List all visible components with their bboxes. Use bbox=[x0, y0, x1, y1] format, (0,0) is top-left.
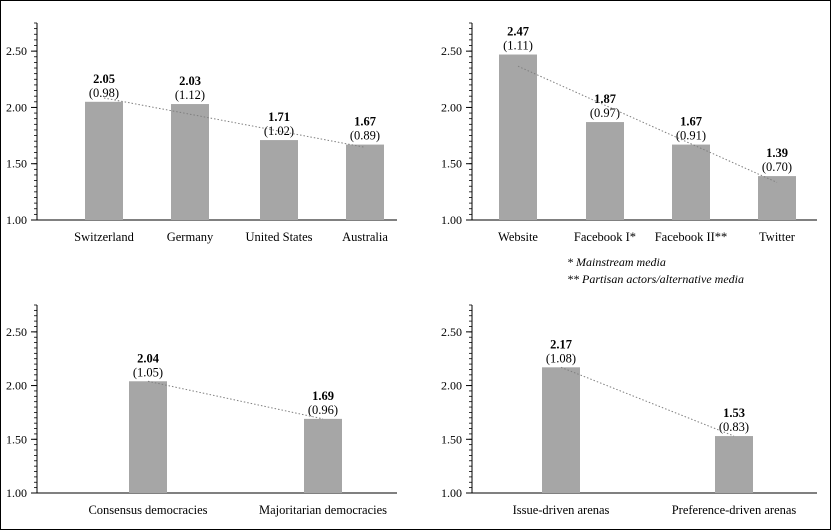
bar bbox=[85, 101, 123, 220]
sd-label: (0.96) bbox=[308, 403, 338, 417]
sd-label: (1.05) bbox=[133, 365, 163, 379]
y-tick-label: 2.50 bbox=[441, 325, 462, 339]
category-label: Australia bbox=[342, 230, 388, 244]
trendline bbox=[103, 97, 366, 148]
sd-label: (0.97) bbox=[590, 106, 620, 120]
trendline bbox=[147, 380, 324, 420]
y-tick-label: 1.50 bbox=[6, 432, 27, 446]
bar bbox=[542, 367, 580, 493]
category-label: Website bbox=[498, 230, 538, 244]
bar bbox=[129, 381, 167, 493]
footnote-partisan-actors: ** Partisan actors/alternative media bbox=[567, 272, 744, 286]
trendline bbox=[560, 366, 735, 437]
value-label: 2.17 bbox=[550, 337, 572, 351]
category-label: Issue-driven arenas bbox=[513, 503, 610, 517]
category-label: Preference-driven arenas bbox=[672, 503, 797, 517]
bar bbox=[304, 418, 342, 493]
category-label: Facebook II** bbox=[655, 230, 728, 244]
y-tick-label: 1.00 bbox=[6, 486, 27, 500]
sd-label: (0.89) bbox=[350, 129, 380, 143]
category-label: Consensus democracies bbox=[88, 503, 207, 517]
value-label: 1.67 bbox=[680, 115, 702, 129]
y-tick-label: 2.50 bbox=[441, 44, 462, 58]
value-label: 1.71 bbox=[268, 110, 290, 124]
value-label: 1.39 bbox=[766, 146, 788, 160]
y-tick-label: 2.00 bbox=[441, 379, 462, 393]
bar bbox=[346, 144, 384, 220]
chart-panel-4: 1.00 1.50 2.00 2.50 (1.08)2.17 Issue-driven a… bbox=[441, 304, 817, 517]
bar bbox=[171, 104, 209, 220]
chart-panel-1: 1.00 1.50 2.00 2.50 (0.98)2.05 Switzerland (1.… bbox=[6, 22, 397, 244]
category-label: Majoritarian democracies bbox=[259, 503, 387, 517]
value-label: 2.04 bbox=[137, 351, 160, 365]
y-tick-label: 2.50 bbox=[6, 325, 27, 339]
trendline bbox=[517, 65, 778, 183]
sd-label: (1.02) bbox=[264, 124, 294, 138]
bar bbox=[260, 140, 298, 220]
category-label: Switzerland bbox=[74, 230, 134, 244]
y-tick-label: 2.00 bbox=[441, 100, 462, 114]
y-tick-label: 2.00 bbox=[6, 100, 27, 114]
value-label: 2.47 bbox=[507, 25, 529, 39]
bar bbox=[758, 176, 796, 220]
category-label: Facebook I* bbox=[574, 230, 636, 244]
value-label: 1.67 bbox=[354, 115, 376, 129]
y-tick-label: 1.00 bbox=[441, 213, 462, 227]
value-label: 2.03 bbox=[179, 74, 201, 88]
y-tick-label: 1.50 bbox=[441, 432, 462, 446]
value-label: 1.87 bbox=[594, 92, 616, 106]
y-tick-label: 2.50 bbox=[6, 44, 27, 58]
sd-label: (0.98) bbox=[89, 86, 119, 100]
chart-panel-2: 1.001.502.002.50 (1.11)2.47Website(0.97)1… bbox=[441, 22, 817, 244]
value-label: 2.05 bbox=[93, 72, 115, 86]
category-label: Twitter bbox=[759, 230, 796, 244]
y-tick-label: 2.00 bbox=[6, 379, 27, 393]
y-tick-label: 1.00 bbox=[441, 486, 462, 500]
sd-label: (0.70) bbox=[762, 160, 792, 174]
bar bbox=[672, 144, 710, 220]
y-tick-label: 1.50 bbox=[6, 157, 27, 171]
sd-label: (0.83) bbox=[719, 420, 749, 434]
value-label: 1.69 bbox=[312, 389, 334, 403]
sd-label: (1.11) bbox=[503, 39, 533, 53]
y-tick-label: 1.50 bbox=[441, 157, 462, 171]
category-label: United States bbox=[245, 230, 312, 244]
sd-label: (0.91) bbox=[676, 129, 706, 143]
sd-label: (1.08) bbox=[546, 351, 576, 365]
chart-panel-3: 1.00 1.50 2.00 2.50 (1.05)2.04 Consensus demo… bbox=[6, 304, 397, 517]
y-tick-label: 1.00 bbox=[6, 213, 27, 227]
bar bbox=[499, 54, 537, 220]
bar bbox=[715, 436, 753, 493]
category-label: Germany bbox=[167, 230, 214, 244]
footnote-mainstream-media: * Mainstream media bbox=[567, 255, 666, 269]
sd-label: (1.12) bbox=[175, 88, 205, 102]
bar bbox=[586, 122, 624, 220]
value-label: 1.53 bbox=[723, 406, 745, 420]
